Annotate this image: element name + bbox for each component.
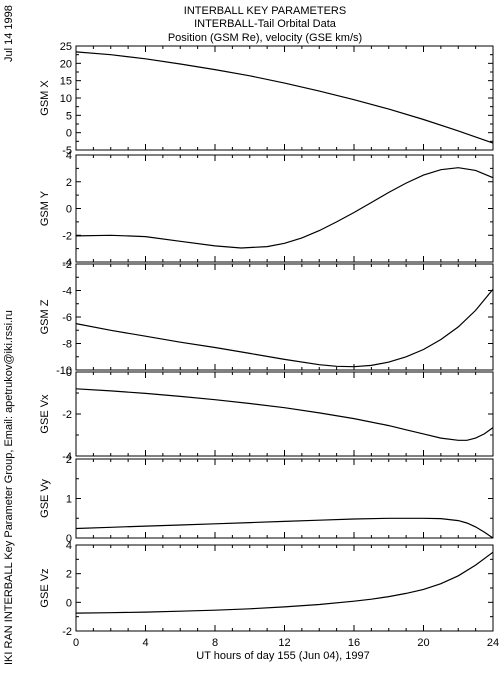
series-line: [75, 288, 494, 368]
y-axis-label: GSE Vy: [39, 479, 51, 518]
y-axis-label: GSM X: [39, 80, 51, 116]
y-tick-label: 20: [60, 58, 72, 70]
credit-label: IKI RAN INTERBALL Key Parameter Group, E…: [3, 310, 15, 665]
x-tick-label: 8: [212, 637, 218, 649]
series-line: [75, 388, 494, 441]
y-tick-label: -4: [62, 286, 72, 298]
panel-4: -4 -2 0 GSE Vx: [39, 367, 494, 463]
y-tick-label: 4: [66, 540, 72, 552]
y-tick-label: -2: [62, 626, 72, 638]
y-tick-label: 25: [60, 41, 72, 53]
y-tick-label: 0: [66, 597, 72, 609]
y-tick-label: 2: [66, 177, 72, 189]
panel-frame: [75, 371, 494, 457]
chart-description: Position (GSM Re), velocity (GSE km/s): [168, 32, 362, 44]
panel-frame: [75, 544, 494, 632]
y-tick-label: 1: [66, 494, 72, 506]
y-tick-label: -2: [62, 230, 72, 242]
panel-frame: [75, 263, 494, 371]
y-axis-label: GSM Y: [39, 190, 51, 226]
panel-frame: [75, 154, 494, 263]
y-tick-label: 0: [66, 367, 72, 379]
y-tick-label: 2: [66, 569, 72, 581]
y-axis-label: GSE Vx: [39, 394, 51, 434]
x-axis-label: UT hours of day 155 (Jun 04), 1997: [196, 650, 369, 662]
panel-6: -2 0 2 4 GSE Vz: [39, 540, 494, 638]
chart-subtitle: INTERBALL-Tail Orbital Data: [194, 18, 337, 30]
series-line: [75, 167, 494, 249]
y-tick-label: 4: [66, 150, 72, 162]
x-tick-label: 16: [348, 637, 360, 649]
y-tick-label: 0: [66, 204, 72, 216]
y-tick-label: 10: [60, 93, 72, 105]
y-tick-label: 2: [66, 454, 72, 466]
panel-5: 0 1 2 GSE Vy: [39, 454, 494, 545]
y-tick-label: 5: [66, 110, 72, 122]
x-tick-label: 12: [278, 637, 290, 649]
x-tick-label: 24: [487, 637, 499, 649]
y-axis-label: GSM Z: [39, 299, 51, 334]
y-tick-label: -2: [62, 259, 72, 271]
y-tick-label: -8: [62, 339, 72, 351]
series-line: [75, 517, 494, 539]
series-line: [75, 51, 494, 144]
panel-frame: [75, 45, 494, 151]
x-tick-label: 4: [142, 637, 148, 649]
x-tick-label: 20: [417, 637, 429, 649]
y-tick-label: -10: [56, 365, 72, 377]
y-tick-label: -4: [62, 451, 72, 463]
y-axis-label: GSE Vz: [39, 568, 51, 607]
y-tick-label: -4: [62, 257, 72, 269]
y-tick-label: 15: [60, 76, 72, 88]
x-tick-label: 0: [73, 637, 79, 649]
chart-title: INTERBALL KEY PARAMETERS: [184, 5, 346, 17]
y-tick-label: -5: [62, 145, 72, 157]
date-label: Jul 14 1998: [3, 5, 15, 62]
series-line: [75, 551, 494, 614]
panel-1: -5 0 5 10 15 20 25 GSM X: [39, 41, 494, 157]
y-tick-label: 0: [66, 533, 72, 545]
y-tick-label: 0: [66, 128, 72, 140]
y-tick-label: -2: [62, 409, 72, 421]
y-tick-label: -6: [62, 312, 72, 324]
